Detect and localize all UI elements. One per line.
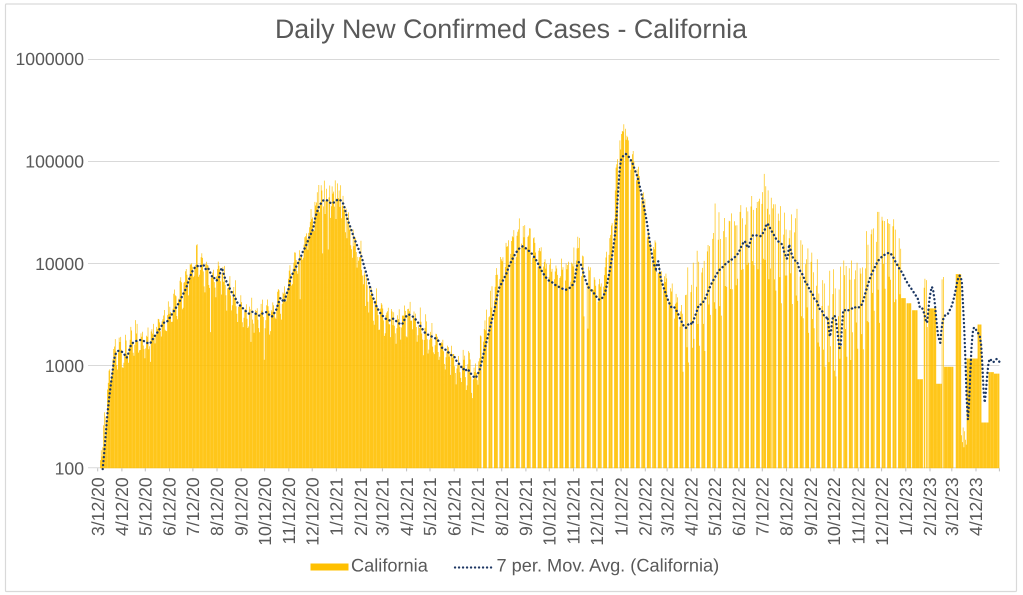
svg-text:8/12/22: 8/12/22 [777, 477, 797, 536]
svg-text:10/12/21: 10/12/21 [540, 477, 560, 546]
svg-text:4/12/22: 4/12/22 [682, 477, 702, 536]
svg-text:7/12/21: 7/12/21 [468, 477, 488, 536]
svg-text:1000: 1000 [45, 356, 84, 376]
svg-text:100000: 100000 [25, 152, 84, 172]
svg-text:3/12/23: 3/12/23 [942, 477, 962, 536]
svg-text:10/12/20: 10/12/20 [255, 477, 275, 546]
svg-text:12/12/22: 12/12/22 [872, 477, 892, 546]
svg-text:9/12/20: 9/12/20 [231, 477, 251, 536]
svg-text:11/12/22: 11/12/22 [848, 477, 868, 544]
svg-text:9/12/22: 9/12/22 [801, 477, 821, 536]
svg-text:7 per. Mov. Avg. (California): 7 per. Mov. Avg. (California) [497, 556, 720, 576]
svg-text:3/12/21: 3/12/21 [373, 477, 393, 536]
svg-text:5/12/21: 5/12/21 [420, 477, 440, 536]
svg-text:2/12/22: 2/12/22 [636, 477, 656, 536]
svg-text:1/12/22: 1/12/22 [611, 477, 631, 536]
svg-text:2/12/21: 2/12/21 [351, 477, 371, 536]
svg-text:4/12/20: 4/12/20 [112, 477, 132, 536]
svg-text:Daily New Confirmed Cases - Ca: Daily New Confirmed Cases - California [275, 14, 747, 44]
svg-text:2/12/23: 2/12/23 [920, 477, 940, 536]
svg-text:7/12/22: 7/12/22 [753, 477, 773, 536]
svg-text:8/12/20: 8/12/20 [207, 477, 227, 536]
svg-text:4/12/21: 4/12/21 [397, 477, 417, 536]
svg-text:1000000: 1000000 [16, 49, 85, 69]
svg-text:4/12/23: 4/12/23 [966, 477, 986, 536]
svg-text:11/12/20: 11/12/20 [279, 477, 299, 544]
svg-text:1/12/23: 1/12/23 [896, 477, 916, 536]
svg-text:3/12/22: 3/12/22 [657, 477, 677, 536]
svg-text:100: 100 [55, 458, 85, 478]
svg-text:11/12/21: 11/12/21 [564, 477, 584, 544]
svg-text:3/12/20: 3/12/20 [88, 477, 108, 536]
svg-text:12/12/21: 12/12/21 [587, 477, 607, 546]
svg-text:8/12/21: 8/12/21 [492, 477, 512, 536]
svg-text:6/12/20: 6/12/20 [160, 477, 180, 536]
svg-text:6/12/21: 6/12/21 [444, 477, 464, 536]
svg-text:1/12/21: 1/12/21 [327, 477, 347, 536]
svg-text:10000: 10000 [35, 254, 84, 274]
svg-text:10/12/22: 10/12/22 [824, 477, 844, 546]
svg-text:5/12/22: 5/12/22 [705, 477, 725, 536]
svg-text:9/12/21: 9/12/21 [516, 477, 536, 536]
svg-text:12/12/20: 12/12/20 [302, 477, 322, 546]
svg-text:California: California [351, 556, 429, 576]
svg-text:5/12/20: 5/12/20 [136, 477, 156, 536]
svg-text:7/12/20: 7/12/20 [183, 477, 203, 536]
svg-text:6/12/22: 6/12/22 [729, 477, 749, 536]
